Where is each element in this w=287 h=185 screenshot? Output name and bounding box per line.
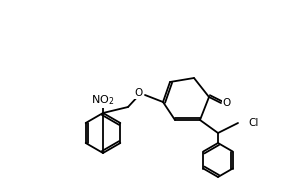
Text: Cl: Cl <box>248 118 258 128</box>
Text: O: O <box>223 98 231 108</box>
Text: O: O <box>135 88 143 98</box>
Text: NO$_2$: NO$_2$ <box>91 93 115 107</box>
